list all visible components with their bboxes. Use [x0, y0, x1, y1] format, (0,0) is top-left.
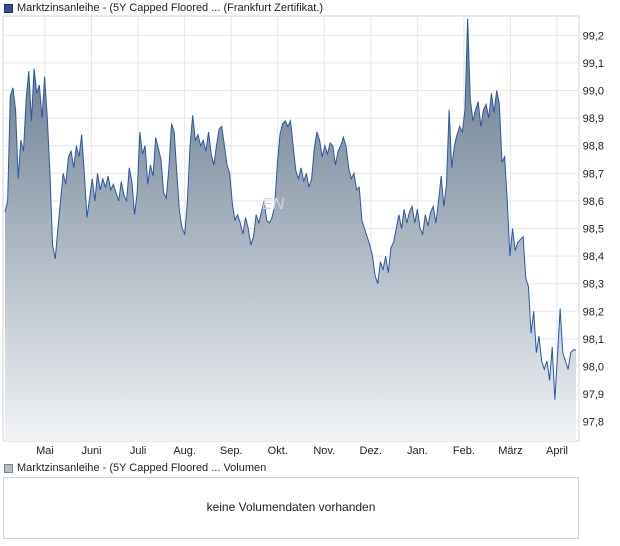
y-axis-ticks: 97,8 97,9 98,0 98,1 98,2 98,3 98,4 98,5 98,6 98,7…	[583, 30, 604, 428]
volume-panel: keine Volumendaten vorhanden	[3, 477, 579, 539]
x-tick-label: Juli	[130, 445, 147, 457]
y-tick-label: 98,3	[583, 279, 604, 291]
y-tick-label: 98,4	[583, 251, 604, 263]
x-tick-label: April	[546, 445, 568, 457]
x-tick-label: März	[498, 445, 522, 457]
y-tick-label: 97,8	[583, 417, 604, 429]
y-tick-label: 99,1	[583, 58, 604, 70]
y-tick-label: 98,0	[583, 361, 604, 373]
x-tick-label: Juni	[81, 445, 101, 457]
volume-legend-swatch	[4, 463, 13, 473]
y-tick-label: 98,9	[583, 113, 604, 125]
x-tick-label: Sep.	[220, 445, 243, 457]
price-chart: EN 97,897,998,098,198,298,398,498,598,69…	[2, 15, 604, 457]
price-line	[4, 18, 576, 400]
price-legend-label: Marktzinsanleihe - (5Y Capped Floored ..…	[17, 2, 324, 14]
y-tick-label: 99,0	[583, 86, 604, 98]
y-tick-label: 98,6	[583, 196, 604, 208]
y-tick-label: 98,2	[583, 306, 604, 318]
y-tick-label: 99,2	[583, 30, 604, 42]
volume-empty-message: keine Volumendaten vorhanden	[206, 500, 376, 514]
y-tick-label: 97,9	[583, 389, 604, 401]
volume-legend-label: Marktzinsanleihe - (5Y Capped Floored ..…	[17, 462, 267, 474]
x-axis-ticks: Mai Juni Juli Aug. Sep. Okt. Nov. Dez. Jan. Feb. M…	[36, 445, 568, 457]
x-tick-label: Feb.	[453, 445, 475, 457]
price-legend: Marktzinsanleihe - (5Y Capped Floored ..…	[4, 1, 323, 15]
y-tick-label: 98,1	[583, 334, 604, 346]
y-tick-label: 98,5	[583, 224, 604, 236]
y-tick-label: 98,7	[583, 168, 604, 180]
price-legend-swatch	[4, 3, 13, 13]
y-tick-label: 98,8	[583, 141, 604, 153]
x-tick-label: Aug.	[173, 445, 196, 457]
x-tick-label: Dez.	[360, 445, 383, 457]
x-tick-label: Okt.	[268, 445, 288, 457]
price-area	[5, 18, 576, 441]
x-tick-label: Jan.	[407, 445, 428, 457]
x-tick-label: Nov.	[313, 445, 335, 457]
watermark: EN	[262, 196, 285, 213]
volume-legend: Marktzinsanleihe - (5Y Capped Floored ..…	[4, 461, 266, 475]
x-tick-label: Mai	[36, 445, 54, 457]
